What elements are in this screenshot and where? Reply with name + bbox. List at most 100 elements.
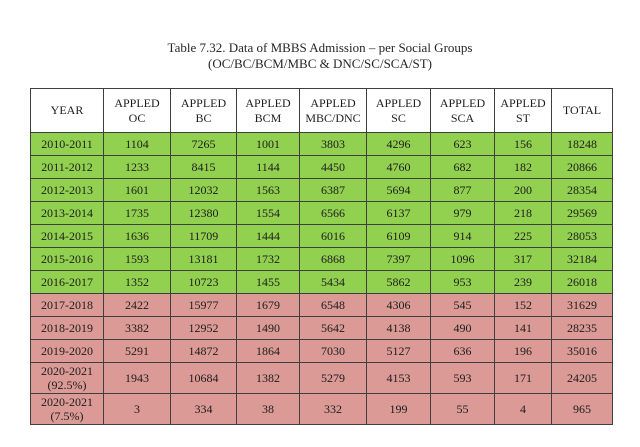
year-cell: 2020-2021 (92.5%) — [30, 362, 104, 394]
value-cell: 6109 — [366, 224, 431, 248]
value-cell: 1104 — [103, 132, 171, 156]
year-cell: 2020-2021 (7.5%) — [30, 393, 104, 425]
value-cell: 12952 — [170, 316, 237, 340]
value-cell: 1735 — [103, 201, 171, 225]
value-cell: 10723 — [170, 270, 237, 294]
value-cell: 24205 — [551, 362, 613, 394]
value-cell: 31629 — [551, 293, 613, 317]
value-cell: 3 — [103, 393, 171, 425]
value-cell: 1864 — [236, 339, 300, 363]
column-header-total: TOTAL — [551, 88, 613, 133]
value-cell: 152 — [494, 293, 552, 317]
value-cell: 171 — [494, 362, 552, 394]
value-cell: 1382 — [236, 362, 300, 394]
value-cell: 200 — [494, 178, 552, 202]
value-cell: 1679 — [236, 293, 300, 317]
value-cell: 225 — [494, 224, 552, 248]
table-body: 2010-2011 1104 7265 1001 3803 4296 623 156 18248… — [30, 132, 613, 425]
value-cell: 239 — [494, 270, 552, 294]
value-cell: 5642 — [299, 316, 367, 340]
value-cell: 332 — [299, 393, 367, 425]
value-cell: 29569 — [551, 201, 613, 225]
year-cell: 2013-2014 — [30, 201, 104, 225]
value-cell: 3803 — [299, 132, 367, 156]
value-cell: 8415 — [170, 155, 237, 179]
table-header-row: YEAR APPLED OC APPLED BC APPLED BCM APPLED M… — [30, 88, 613, 133]
year-cell: 2019-2020 — [30, 339, 104, 363]
value-cell: 1490 — [236, 316, 300, 340]
column-header-appled-bcm: APPLED BCM — [236, 88, 300, 133]
value-cell: 6868 — [299, 247, 367, 271]
value-cell: 5127 — [366, 339, 431, 363]
value-cell: 953 — [430, 270, 495, 294]
value-cell: 6548 — [299, 293, 367, 317]
year-cell: 2016-2017 — [30, 270, 104, 294]
column-header-appled-mbc-dnc: APPLED MBC/DNC — [299, 88, 367, 133]
value-cell: 1732 — [236, 247, 300, 271]
value-cell: 545 — [430, 293, 495, 317]
column-header-appled-bc: APPLED BC — [170, 88, 237, 133]
table-row: 2017-2018 2422 15977 1679 6548 4306 545 152 3162… — [30, 293, 613, 317]
table-title-line1: Table 7.32. Data of MBBS Admission – per… — [167, 40, 473, 55]
value-cell: 623 — [430, 132, 495, 156]
table-row: 2014-2015 1636 11709 1444 6016 6109 914 225 2805… — [30, 224, 613, 248]
value-cell: 682 — [430, 155, 495, 179]
value-cell: 32184 — [551, 247, 613, 271]
value-cell: 1096 — [430, 247, 495, 271]
column-header-year: YEAR — [30, 88, 104, 133]
table-row: 2020-2021 (7.5%) 3 334 38 332 199 55 4 965 — [30, 393, 613, 425]
table-title: Table 7.32. Data of MBBS Admission – per… — [0, 40, 640, 72]
year-cell: 2012-2013 — [30, 178, 104, 202]
value-cell: 12380 — [170, 201, 237, 225]
table-row: 2013-2014 1735 12380 1554 6566 6137 979 218 2956… — [30, 201, 613, 225]
value-cell: 6387 — [299, 178, 367, 202]
value-cell: 5291 — [103, 339, 171, 363]
value-cell: 6137 — [366, 201, 431, 225]
value-cell: 1601 — [103, 178, 171, 202]
table-title-line2: (OC/BC/BCM/MBC & DNC/SC/SCA/ST) — [208, 56, 432, 71]
table-row: 2018-2019 3382 12952 1490 5642 4138 490 141 2823… — [30, 316, 613, 340]
value-cell: 1636 — [103, 224, 171, 248]
value-cell: 18248 — [551, 132, 613, 156]
value-cell: 1233 — [103, 155, 171, 179]
value-cell: 55 — [430, 393, 495, 425]
value-cell: 28354 — [551, 178, 613, 202]
value-cell: 28235 — [551, 316, 613, 340]
year-cell: 2010-2011 — [30, 132, 104, 156]
value-cell: 5694 — [366, 178, 431, 202]
value-cell: 4296 — [366, 132, 431, 156]
table-row: 2011-2012 1233 8415 1144 4450 4760 682 182 20866 — [30, 155, 613, 179]
value-cell: 28053 — [551, 224, 613, 248]
value-cell: 490 — [430, 316, 495, 340]
table-row: 2010-2011 1104 7265 1001 3803 4296 623 156 18248 — [30, 132, 613, 156]
value-cell: 2422 — [103, 293, 171, 317]
table-row: 2016-2017 1352 10723 1455 5434 5862 953 239 2601… — [30, 270, 613, 294]
value-cell: 4138 — [366, 316, 431, 340]
value-cell: 1455 — [236, 270, 300, 294]
column-header-appled-sca: APPLED SCA — [430, 88, 495, 133]
value-cell: 317 — [494, 247, 552, 271]
value-cell: 1593 — [103, 247, 171, 271]
value-cell: 4153 — [366, 362, 431, 394]
value-cell: 593 — [430, 362, 495, 394]
value-cell: 11709 — [170, 224, 237, 248]
value-cell: 965 — [551, 393, 613, 425]
value-cell: 6016 — [299, 224, 367, 248]
value-cell: 5862 — [366, 270, 431, 294]
value-cell: 7397 — [366, 247, 431, 271]
value-cell: 14872 — [170, 339, 237, 363]
table-row: 2012-2013 1601 12032 1563 6387 5694 877 200 2835… — [30, 178, 613, 202]
year-cell: 2011-2012 — [30, 155, 104, 179]
value-cell: 5279 — [299, 362, 367, 394]
value-cell: 1563 — [236, 178, 300, 202]
value-cell: 334 — [170, 393, 237, 425]
value-cell: 3382 — [103, 316, 171, 340]
value-cell: 1554 — [236, 201, 300, 225]
value-cell: 182 — [494, 155, 552, 179]
value-cell: 4306 — [366, 293, 431, 317]
value-cell: 5434 — [299, 270, 367, 294]
table-row: 2015-2016 1593 13181 1732 6868 7397 1096 317 321… — [30, 247, 613, 271]
value-cell: 7265 — [170, 132, 237, 156]
value-cell: 12032 — [170, 178, 237, 202]
